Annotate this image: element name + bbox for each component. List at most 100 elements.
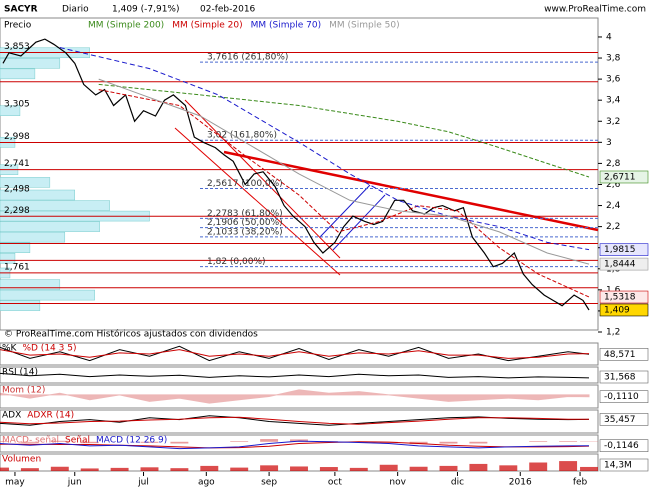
fibonacci-label: 2,1033 (38,20%) [207,227,283,237]
last-value-label: 1,9815 [604,245,636,255]
legend-entry: MM (Simple 70) [251,21,321,31]
fibonacci-label: 3,7616 (261,80%) [207,53,288,63]
last-value-label: 1,5318 [604,293,636,303]
indicator-frame [0,342,599,366]
indicator-frame [0,384,599,409]
indicator-area [0,389,590,404]
indicator-frame [0,434,599,453]
indicator-line [0,349,590,359]
fibonacci-label: 2,2783 (61,80%) [207,209,283,219]
y-tick-label: 1,6 [606,285,621,295]
volume-profile-bar [0,289,95,301]
last-value-box [599,243,649,256]
last-value-label: 1,8444 [604,260,636,270]
indicator-line [0,372,590,379]
legend-entry: MM (Simple 20) [172,21,242,31]
last-value-box [599,390,649,403]
x-tick-label: jun [67,478,82,488]
channel-line [174,127,341,276]
last-value-box [599,290,649,304]
x-tick-label: nov [389,478,406,488]
indicator-line [0,441,590,449]
indicator-bar [409,466,428,471]
indicator-name: MACD (12 26 9) [96,436,167,446]
volume-profile-bar [0,58,61,69]
indicator-bar [0,467,9,471]
legend: Precio MM (Simple 200) MM (Simple 20) MM (S… [4,21,400,31]
indicator-bar [50,466,69,471]
indicator-bar [529,441,548,442]
indicator-bar [200,465,219,471]
indicator-name: RSI (14) [2,368,38,378]
last-value-box [599,257,649,271]
volume-profile-label: 2,298 [4,206,30,216]
last-value-box [599,458,649,472]
legend-entry: MM (Simple 50) [329,21,399,31]
indicator-name: Señal [65,436,90,446]
indicator-bar [580,466,598,471]
last-value-label: 48,571 [604,350,636,360]
indicator-bar [559,461,578,471]
volume-profile-label: 2,498 [4,185,30,195]
volume-profile-label: 2,998 [4,132,30,142]
indicator-bar [50,440,69,442]
y-tick-label: 2,8 [606,159,621,169]
channel-line [332,194,386,251]
symbol: SACYR [4,5,38,15]
indicator-bar [230,441,249,442]
x-tick-label: may [5,478,25,488]
volume-profile-bar [0,221,100,232]
indicator-bar [469,441,488,444]
volume-profile-bar [0,177,51,188]
last-value-box [599,413,649,426]
channel-line [184,99,341,259]
indicator-bar [439,441,458,444]
indicator-bar [349,467,368,471]
last-value-label: 14,3M [604,461,632,471]
x-tick-label: ago [198,478,215,488]
indicator-bar [379,464,398,471]
volume-profile-bar [0,200,110,211]
site: www.ProRealTime.com [544,5,646,15]
last-value-label: 1,409 [604,305,630,315]
indicator-bar [319,467,338,471]
indicator-bar [260,439,279,442]
volume-profile-bar [0,189,75,201]
x-tick-label: dic [451,478,464,488]
last-value-box [599,370,649,384]
indicator-bar [409,441,428,445]
indicator-bar [529,462,548,471]
indicator-bar [290,466,308,471]
indicator-line [0,416,589,425]
last-value-label: -0,1146 [604,441,639,451]
series-line [59,47,590,251]
indicator-bar [439,465,458,471]
indicator-bar [140,467,159,471]
fibonacci-label: 2,1906 (50,00%) [207,218,283,228]
volume-profile-bar [0,105,21,116]
y-tick-label: 3,4 [606,96,621,106]
volume-profile-bar [0,279,61,290]
volume-profile-bar [0,242,31,253]
indicator-name: ADXR (14) [27,411,74,421]
indicator-line [0,345,590,362]
indicator-name: %D (14 3 5) [22,344,76,354]
volume-profile-bar [0,300,41,311]
last-value-label: -0,1110 [604,392,639,402]
last-value-box [599,170,649,184]
indicator-bar [20,441,39,443]
indicator-frame [0,409,599,434]
indicator-bar [110,467,129,471]
indicator-bar [559,441,578,442]
volume-profile-label: 3,853 [4,42,30,52]
y-tick-label: 1,2 [606,327,620,337]
indicator-bar [140,441,159,443]
last-value-label: 31,568 [604,373,636,383]
indicator-bar [469,463,488,471]
y-tick-label: 3 [606,138,612,148]
y-tick-label: 2,6 [606,180,621,190]
y-tick-label: 3,2 [606,117,620,127]
indicator-name: %K [2,344,18,354]
